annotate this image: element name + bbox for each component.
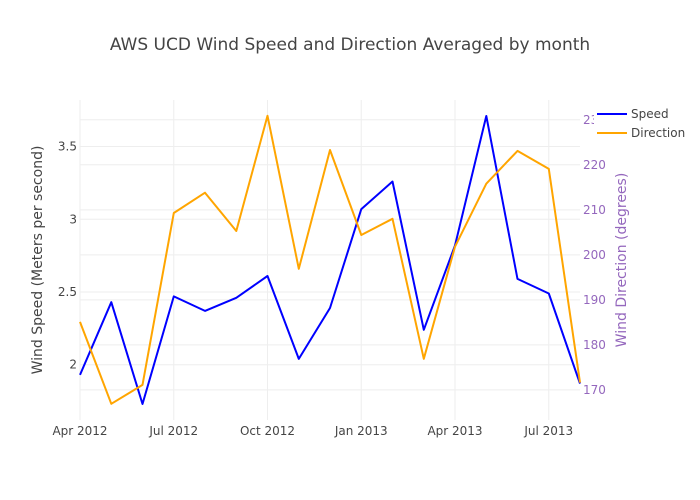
x-tick-label: Oct 2012 [240, 424, 295, 438]
y2-tick-label: 190 [583, 293, 606, 307]
y-tick-label: 3.5 [58, 140, 77, 154]
y2-axis-label: Wind Direction (degrees) [614, 173, 630, 348]
series-line-speed [79, 115, 581, 405]
y2-tick-label: 200 [583, 248, 606, 262]
x-tick-label: Jan 2013 [334, 424, 388, 438]
y2-tick-label: 170 [583, 383, 606, 397]
series-line-direction [79, 114, 581, 405]
x-tick-label: Jul 2012 [148, 424, 198, 438]
x-axis: Apr 2012 Jul 2012 Oct 2012 Jan 2013 Apr 2013… [52, 424, 573, 438]
y2-tick-label: 230 [583, 113, 606, 127]
y2-tick-label: 220 [583, 158, 606, 172]
legend-label-speed: Speed [631, 107, 669, 121]
y-axis-label: Wind Speed (Meters per second) [30, 146, 46, 375]
y-axis-left: 2 2.5 3 3.5 [58, 140, 77, 372]
y-axis-right: 170 180 190 200 210 220 230 [583, 113, 606, 397]
y2-tick-label: 210 [583, 203, 606, 217]
legend[interactable]: Speed Direction [597, 107, 685, 140]
legend-label-direction: Direction [631, 126, 685, 140]
x-tick-label: Apr 2013 [427, 424, 482, 438]
grid [79, 100, 580, 420]
chart-title: AWS UCD Wind Speed and Direction Average… [110, 35, 590, 55]
series-lines [79, 114, 581, 405]
x-tick-label: Jul 2013 [523, 424, 573, 438]
y-tick-label: 2.5 [58, 285, 77, 299]
y2-tick-label: 180 [583, 338, 606, 352]
x-tick-label: Apr 2012 [52, 424, 107, 438]
y-tick-label: 2 [69, 358, 77, 372]
y-tick-label: 3 [69, 212, 77, 226]
